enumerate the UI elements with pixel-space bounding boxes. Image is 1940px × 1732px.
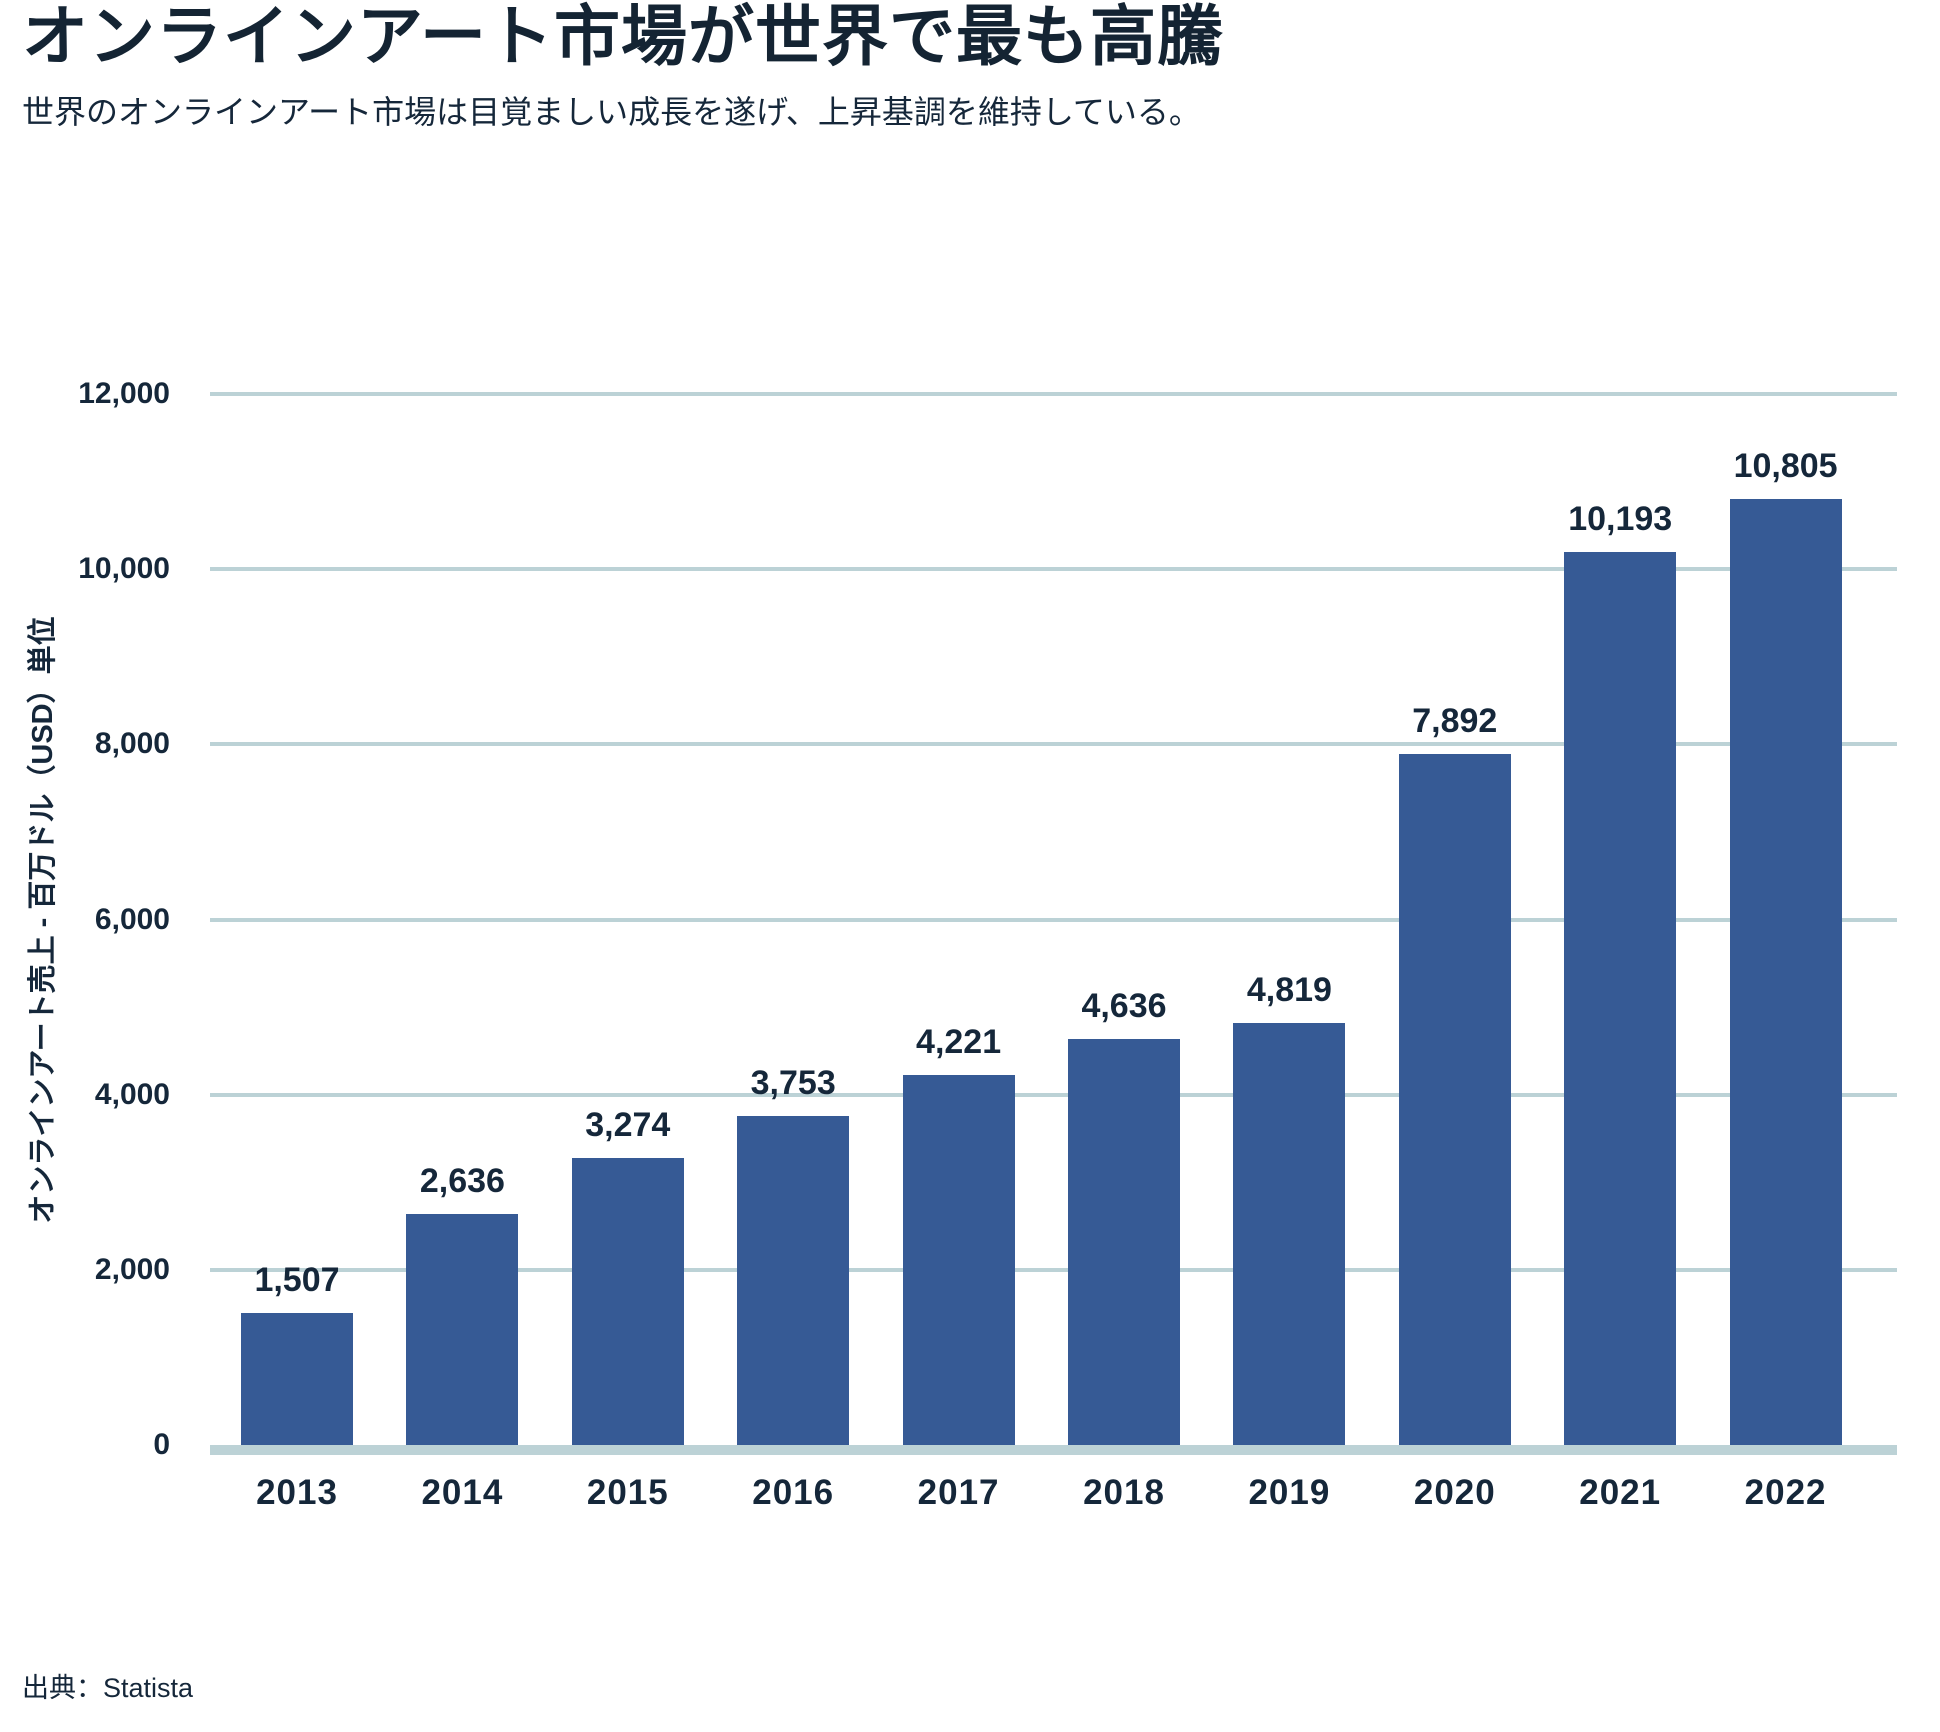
- x-axis-label-2014: 2014: [421, 1473, 504, 1512]
- y-tick-label: 8,000: [94, 727, 170, 761]
- bar-2016: [737, 1116, 850, 1445]
- bar-value-label: 4,636: [1081, 986, 1167, 1025]
- x-axis-label-2015: 2015: [586, 1473, 669, 1512]
- bar-value-label: 10,193: [1568, 500, 1673, 539]
- y-tick-label: 2,000: [94, 1252, 170, 1286]
- bar-value-label: 4,819: [1246, 970, 1332, 1009]
- bar-value-label: 2,636: [419, 1162, 505, 1201]
- bar-value-label: 7,892: [1412, 701, 1498, 740]
- x-axis-label-2016: 2016: [752, 1473, 835, 1512]
- y-tick-label: 0: [153, 1428, 170, 1461]
- y-tick-label: 12,000: [78, 377, 170, 410]
- y-tick-label: 10,000: [78, 552, 170, 586]
- x-axis-label-2017: 2017: [917, 1473, 1000, 1512]
- bar-value-label: 10,805: [1733, 446, 1838, 485]
- x-axis-label-2022: 2022: [1744, 1473, 1827, 1512]
- page-title: オンラインアート市場が世界で最も高騰: [22, 0, 1225, 73]
- bar-value-label: 3,753: [750, 1064, 836, 1103]
- x-axis-label-2013: 2013: [256, 1473, 338, 1512]
- gridline-6000: [210, 917, 1897, 922]
- bar-2019: [1233, 1022, 1346, 1445]
- bar-2013: [241, 1313, 353, 1445]
- gridline-12000: [210, 392, 1897, 396]
- x-axis-label-2021: 2021: [1579, 1473, 1662, 1512]
- gridline-10000: [210, 567, 1897, 572]
- y-tick-label: 6,000: [94, 902, 170, 936]
- bar-value-label: 1,507: [254, 1261, 340, 1299]
- bar-2020: [1398, 753, 1511, 1445]
- bar-2015: [571, 1158, 684, 1445]
- x-axis-label-2018: 2018: [1083, 1473, 1165, 1512]
- gridline-2000: [210, 1267, 1897, 1272]
- bar-2018: [1068, 1038, 1180, 1445]
- x-axis-label-2019: 2019: [1248, 1473, 1331, 1512]
- x-axis-baseline: [210, 1445, 1897, 1455]
- gridline-4000: [210, 1092, 1897, 1097]
- gridline-8000: [210, 742, 1897, 747]
- bar-2014: [406, 1214, 519, 1445]
- bar-2022: [1729, 498, 1842, 1445]
- page-subtitle: 世界のオンラインアート市場は目覚ましい成長を遂げ、上昇基調を維持している。: [22, 94, 1201, 130]
- bar-value-label: 4,221: [916, 1023, 1002, 1062]
- x-axis-label-2020: 2020: [1413, 1473, 1496, 1512]
- bar-2017: [902, 1075, 1015, 1445]
- source-note: 出典：Statista: [22, 1673, 194, 1703]
- bar-2021: [1564, 552, 1677, 1445]
- y-tick-label: 4,000: [94, 1077, 170, 1111]
- bar-value-label: 3,274: [585, 1106, 671, 1145]
- plot-area: [210, 392, 1897, 1445]
